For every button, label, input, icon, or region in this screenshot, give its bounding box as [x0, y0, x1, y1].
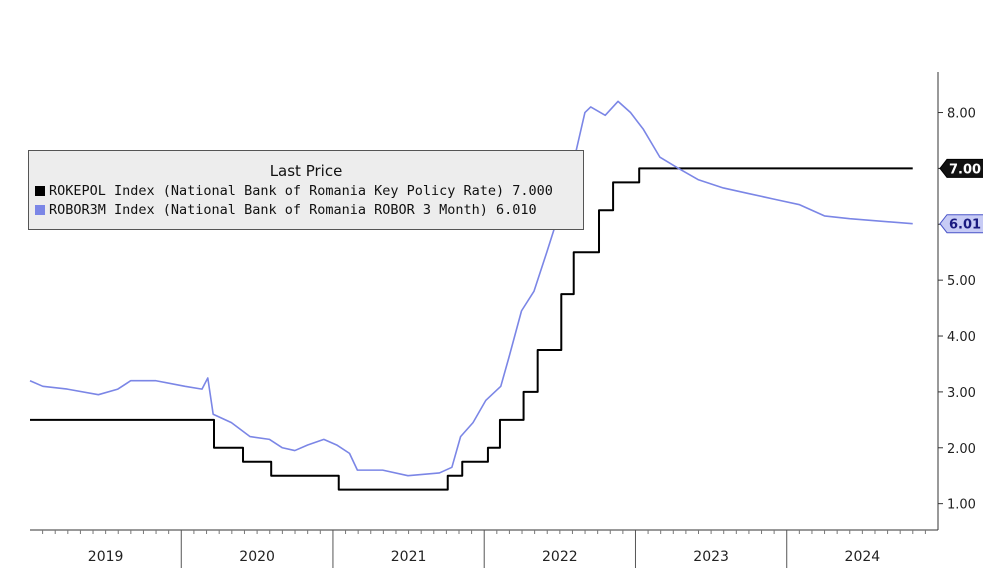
legend-entry-robor3m: ROBOR3M Index (National Bank of Romania …: [35, 202, 583, 218]
y-tick-label-2.00: 2.00: [947, 442, 976, 457]
year-label-2020: 2020: [239, 549, 275, 565]
y-tick-label-8.00: 8.00: [947, 107, 976, 122]
year-label-2024: 2024: [845, 549, 881, 565]
year-label-2023: 2023: [693, 549, 729, 565]
last-value-label-robor3m: 6.01: [949, 218, 981, 233]
year-label-2019: 2019: [88, 549, 124, 565]
last-value-tag-rokepol: [939, 158, 983, 178]
y-tick-label-3.00: 3.00: [947, 386, 976, 401]
series-line-rokepol-index: [30, 167, 913, 491]
legend-box: Last Price ROKEPOL Index (National Bank …: [28, 150, 584, 230]
y-tick-label-5.00: 5.00: [947, 274, 976, 289]
y-tick-label-1.00: 1.00: [947, 498, 976, 513]
legend-label-rokepol: ROKEPOL Index (National Bank of Romania …: [49, 183, 553, 199]
y-tick-label-4.00: 4.00: [947, 330, 976, 345]
last-value-tag-robor3m: [939, 214, 983, 234]
legend-entry-rokepol: ROKEPOL Index (National Bank of Romania …: [35, 183, 583, 199]
legend-label-robor3m: ROBOR3M Index (National Bank of Romania …: [49, 202, 537, 218]
legend-title: Last Price: [269, 162, 343, 180]
legend-swatch-rokepol: [35, 186, 45, 196]
series-line-robor3m-index: [29, 100, 913, 477]
year-label-2022: 2022: [542, 549, 578, 565]
legend-swatch-robor3m: [35, 205, 45, 215]
last-value-label-rokepol: 7.00: [949, 162, 981, 177]
year-label-2021: 2021: [391, 549, 427, 565]
